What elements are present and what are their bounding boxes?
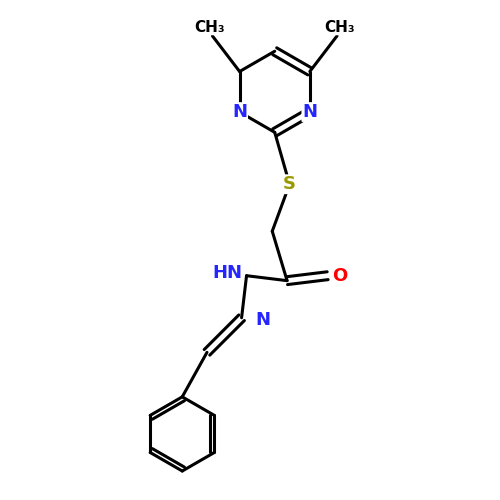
Text: O: O — [332, 266, 347, 284]
Text: N: N — [302, 103, 318, 121]
Text: HN: HN — [212, 264, 242, 282]
Text: S: S — [283, 175, 296, 193]
Text: N: N — [256, 311, 270, 329]
Text: CH₃: CH₃ — [194, 20, 226, 34]
Text: CH₃: CH₃ — [324, 20, 355, 34]
Text: N: N — [232, 103, 247, 121]
